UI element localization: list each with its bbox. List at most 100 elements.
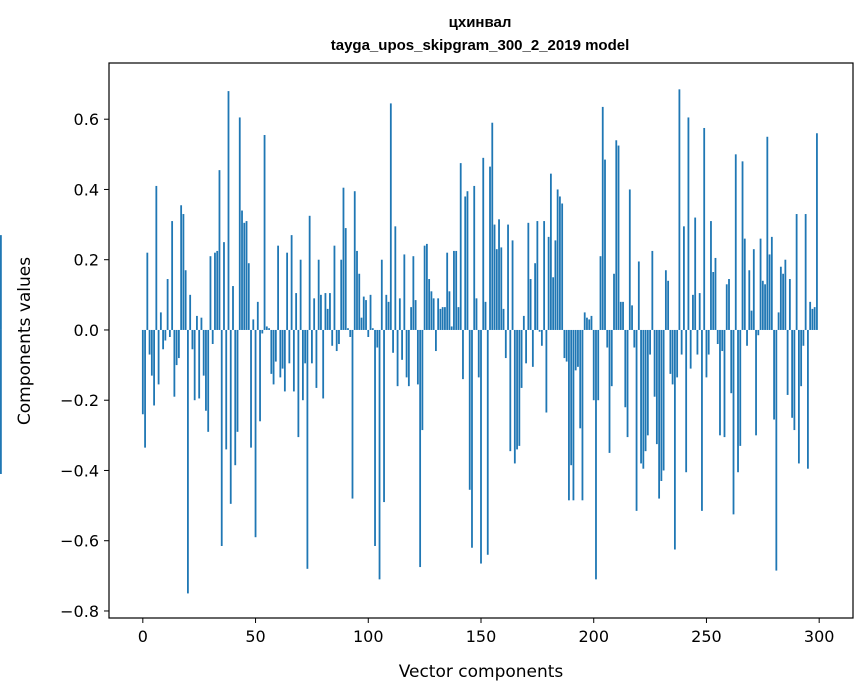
bar-component-48 [250, 329, 252, 448]
bar-component-33 [216, 250, 219, 330]
bar-component-298 [813, 307, 816, 330]
bar-component-162 [507, 224, 509, 330]
bar-component-83 [329, 293, 331, 330]
bar-component-254 [714, 257, 717, 330]
bar-component-171 [527, 222, 530, 330]
bar-component-165 [513, 329, 516, 464]
bar-component-239 [680, 329, 683, 355]
bar-component-229 [658, 329, 661, 499]
bar-component-63 [283, 329, 286, 392]
bar-component-237 [676, 329, 679, 378]
bar-component-54 [263, 135, 266, 330]
bar-component-293 [802, 329, 805, 346]
y-tick-label: 0.2 [74, 251, 99, 270]
bar-component-105 [378, 329, 381, 580]
x-tick-label: 150 [466, 627, 497, 646]
bar-component-56 [268, 328, 270, 330]
bar-component-134 [444, 307, 446, 330]
bar-component-141 [459, 163, 462, 330]
bar-component-183 [554, 240, 557, 330]
bar-component-176 [538, 329, 541, 332]
bar-component-273 [757, 329, 760, 336]
bar-component-209 [613, 273, 615, 330]
bar-component-4 [150, 329, 153, 376]
bar-component-232 [664, 270, 667, 330]
bar-component-160 [502, 308, 505, 330]
chart-title-line-1: цхинвал [449, 14, 512, 31]
bar-component-294 [804, 214, 807, 330]
bar-component-108 [385, 294, 388, 330]
bar-component-236 [673, 329, 676, 550]
bar-component-117 [405, 329, 408, 378]
bar-component-undefined [0, 235, 2, 330]
bar-component-238 [678, 89, 681, 330]
bar-component-20 [187, 329, 189, 594]
bar-component-182 [552, 277, 555, 330]
bar-component-24 [196, 315, 198, 330]
bar-component-74 [308, 215, 311, 330]
bar-component-198 [588, 319, 591, 330]
bar-component-133 [441, 307, 444, 330]
bar-component-275 [761, 280, 764, 330]
bar-component-53 [261, 329, 264, 334]
y-tick-label: −0.2 [60, 391, 99, 410]
bar-component-139 [455, 250, 458, 330]
bar-component-284 [782, 273, 785, 330]
bar-component-163 [509, 329, 512, 452]
bar-component-269 [748, 270, 751, 330]
bar-component-201 [595, 329, 597, 580]
bar-component-202 [597, 329, 600, 401]
bar-component-137 [450, 326, 453, 330]
bar-component-206 [606, 329, 609, 348]
bar-component-286 [786, 329, 789, 395]
bar-component-2 [146, 252, 149, 330]
bar-component-43 [238, 117, 241, 330]
bar-component-257 [721, 329, 724, 352]
bar-component-225 [649, 329, 651, 355]
bar-component-35 [220, 329, 223, 546]
bar-component-155 [491, 122, 494, 330]
x-tick-label: 50 [245, 627, 265, 646]
bar-component-149 [477, 329, 480, 378]
bar-component-219 [635, 329, 638, 511]
bar-component-75 [311, 329, 313, 364]
chart-title-line-2: tayga_upos_skipgram_300_2_2019 model [331, 37, 630, 54]
bar-component-148 [475, 298, 478, 330]
bar-component-44 [241, 210, 243, 330]
bar-component-17 [180, 205, 183, 330]
bar-component-224 [646, 329, 649, 436]
bar-component-50 [254, 329, 257, 538]
bar-component-67 [292, 329, 295, 392]
y-tick-label: 0.6 [74, 110, 99, 129]
bar-component-99 [365, 300, 367, 330]
bar-component-92 [349, 329, 352, 337]
bar-component-222 [642, 329, 645, 469]
x-tick-label: 200 [578, 627, 609, 646]
bar-component-119 [410, 307, 413, 330]
bar-component-223 [644, 329, 647, 452]
bar-component-193 [577, 329, 579, 367]
bar-component-131 [437, 298, 440, 330]
bar-component-276 [764, 284, 766, 330]
bar-component-80 [322, 329, 325, 399]
bar-component-129 [432, 298, 435, 330]
bar-component-289 [793, 329, 796, 431]
bar-component-12 [168, 329, 171, 337]
bar-component-11 [166, 279, 169, 330]
bar-component-107 [383, 329, 385, 503]
bar-component-23 [193, 329, 196, 401]
bar-component-39 [229, 329, 232, 504]
bar-component-157 [495, 249, 498, 330]
bar-component-110 [389, 103, 392, 330]
bar-component-111 [392, 329, 394, 353]
y-tick-label: −0.8 [60, 602, 99, 621]
bar-component-16 [177, 329, 180, 359]
bar-component-41 [234, 329, 237, 466]
bar-component-38 [227, 91, 230, 330]
bar-component-291 [797, 329, 800, 464]
bar-component-78 [317, 259, 320, 330]
bar-component-57 [270, 329, 273, 374]
bar-component-28 [205, 329, 207, 411]
bar-component-71 [301, 329, 304, 401]
bar-component-177 [540, 329, 543, 346]
